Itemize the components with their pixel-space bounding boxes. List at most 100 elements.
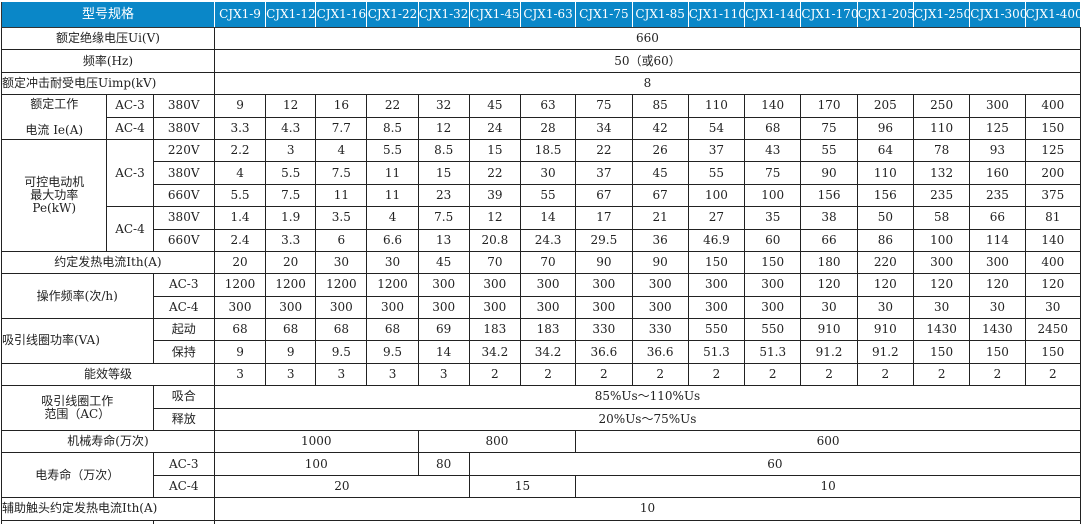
value-cell: 91.2 <box>800 340 858 364</box>
category: 吸合 <box>152 385 215 409</box>
model-header: CJX1-32 <box>417 1 470 28</box>
value-cell: 375 <box>1024 183 1082 208</box>
value-cell: 550 <box>744 318 802 342</box>
value-cell: 180 <box>800 250 858 275</box>
value-cell: 2 <box>631 362 689 387</box>
value-cell: 9 <box>213 340 267 364</box>
category: AC-3 <box>106 94 154 118</box>
row-value: 1000 <box>213 430 419 454</box>
value-cell: 5.5 <box>265 161 317 185</box>
value-cell: 30 <box>856 295 914 320</box>
row-label: 吸引线圈工作 范围（AC） <box>1 385 154 432</box>
value-cell: 15 <box>468 138 521 163</box>
value-cell: 3 <box>265 362 317 387</box>
value-cell: 8.5 <box>417 138 470 163</box>
row-label: 额定冲击耐受电压Uimp(kV) <box>1 71 215 96</box>
value-cell: 16 <box>315 94 368 118</box>
value-cell: 4 <box>315 138 368 163</box>
value-cell: 1430 <box>969 318 1026 342</box>
model-header: CJX1-400 <box>1024 1 1082 28</box>
value-cell: 37 <box>575 161 633 185</box>
row-label: 操作频率(次/h) <box>1 273 154 320</box>
value-cell: 29.5 <box>575 228 633 252</box>
value-cell: 30 <box>800 295 858 320</box>
value-cell: 150 <box>687 250 746 275</box>
value-cell: 68 <box>265 318 317 342</box>
value-cell: 70 <box>468 250 521 275</box>
value-cell: 68 <box>366 318 419 342</box>
value-cell: 1430 <box>912 318 971 342</box>
value-cell: 11 <box>366 183 419 208</box>
value-cell: 66 <box>969 206 1026 230</box>
value-cell: 183 <box>519 318 577 342</box>
value-cell: 1.9 <box>265 206 317 230</box>
value-cell: 114 <box>969 228 1026 252</box>
category: 释放 <box>152 407 215 432</box>
value-cell: 3 <box>265 138 317 163</box>
voltage: 660V <box>152 183 215 208</box>
value-cell: 75 <box>744 161 802 185</box>
value-cell: 140 <box>1024 228 1082 252</box>
row-opfreq-ac3: 操作频率(次/h) AC-3 1200 1200 1200 1200 300 300 300… <box>1 273 1082 320</box>
row-value: 20%Us～75%Us <box>213 407 1082 432</box>
value-cell: 330 <box>575 318 633 342</box>
model-header: CJX1-16 <box>315 1 368 28</box>
row-pe-ac4-380: AC-4 380V 1.4 1.9 3.5 4 7.5 12 14 17 21 27 35 38 50 5… <box>2 206 1082 252</box>
category: AC-3 <box>152 452 215 476</box>
value-cell: 15 <box>417 161 470 185</box>
value-cell: 37 <box>687 138 746 163</box>
value-cell: 110 <box>912 116 971 140</box>
value-cell: 63 <box>519 94 577 118</box>
value-cell: 2450 <box>1024 318 1082 342</box>
label-line: Pe(kW) <box>32 200 77 215</box>
value-cell: 68 <box>315 318 368 342</box>
value-cell: 132 <box>912 161 971 185</box>
category: 保持 <box>152 340 215 364</box>
model-header: CJX1-170 <box>800 1 858 28</box>
value-cell: 150 <box>1024 340 1082 364</box>
row-label: 辅助触头约定发热电流Ith(A) <box>1 497 215 521</box>
value-cell: 7.5 <box>417 206 470 230</box>
value-cell: 100 <box>912 228 971 252</box>
category: AC-4 <box>152 474 215 499</box>
value-cell: 45 <box>468 94 521 118</box>
voltage: 380V <box>152 116 215 140</box>
value-cell: 300 <box>631 295 689 320</box>
model-header: CJX1-63 <box>519 1 577 28</box>
row-label: 机械寿命(万次) <box>1 430 215 454</box>
value-cell: 2.2 <box>213 138 267 163</box>
value-cell: 2 <box>800 362 858 387</box>
value-cell: 300 <box>265 295 317 320</box>
value-cell: 1200 <box>213 273 267 297</box>
value-cell: 140 <box>744 94 802 118</box>
value-cell: 300 <box>213 295 267 320</box>
value-cell: 300 <box>687 273 746 297</box>
row-ith: 约定发热电流Ith(A) 20 20 30 30 45 70 70 90 90 150 150 180… <box>1 250 1082 275</box>
row-pe-ac3-220: 可控电动机 最大功率 Pe(kW) AC-3 220V 2.2 3 4 5.5 8.5 15 1… <box>0 138 1082 252</box>
value-cell: 69 <box>417 318 470 342</box>
value-cell: 120 <box>1024 273 1082 297</box>
row-value: 660 <box>213 26 1082 51</box>
value-cell: 400 <box>1024 250 1082 275</box>
value-cell: 50 <box>856 206 914 230</box>
value-cell: 2 <box>856 362 914 387</box>
value-cell: 2 <box>519 362 577 387</box>
value-cell: 23 <box>417 183 470 208</box>
category: 起动 <box>152 318 215 342</box>
value-cell: 30 <box>1024 295 1082 320</box>
row-elec-life-ac4: AC-4 20 15 10 <box>2 474 1081 499</box>
row-pe-ac3-380: 380V 4 5.5 7.5 11 15 22 30 37 45 55 75 90 110 132 160 2… <box>2 161 1082 185</box>
row-label: 额定工作 电流 Ie(A) <box>0 94 108 140</box>
value-cell: 30 <box>969 295 1026 320</box>
value-cell: 90 <box>800 161 858 185</box>
value-cell: 220 <box>856 250 914 275</box>
model-header: CJX1-300 <box>969 1 1026 28</box>
value-cell: 30 <box>912 295 971 320</box>
model-header: CJX1-85 <box>631 1 689 28</box>
value-cell: 66 <box>800 228 858 252</box>
row-opfreq-ac4: AC-4 300 300 300 300 300 300 300 300 300 300 300 30… <box>2 295 1082 320</box>
value-cell: 2 <box>969 362 1026 387</box>
value-cell: 2 <box>1024 362 1082 387</box>
category: AC-3 <box>152 273 215 297</box>
